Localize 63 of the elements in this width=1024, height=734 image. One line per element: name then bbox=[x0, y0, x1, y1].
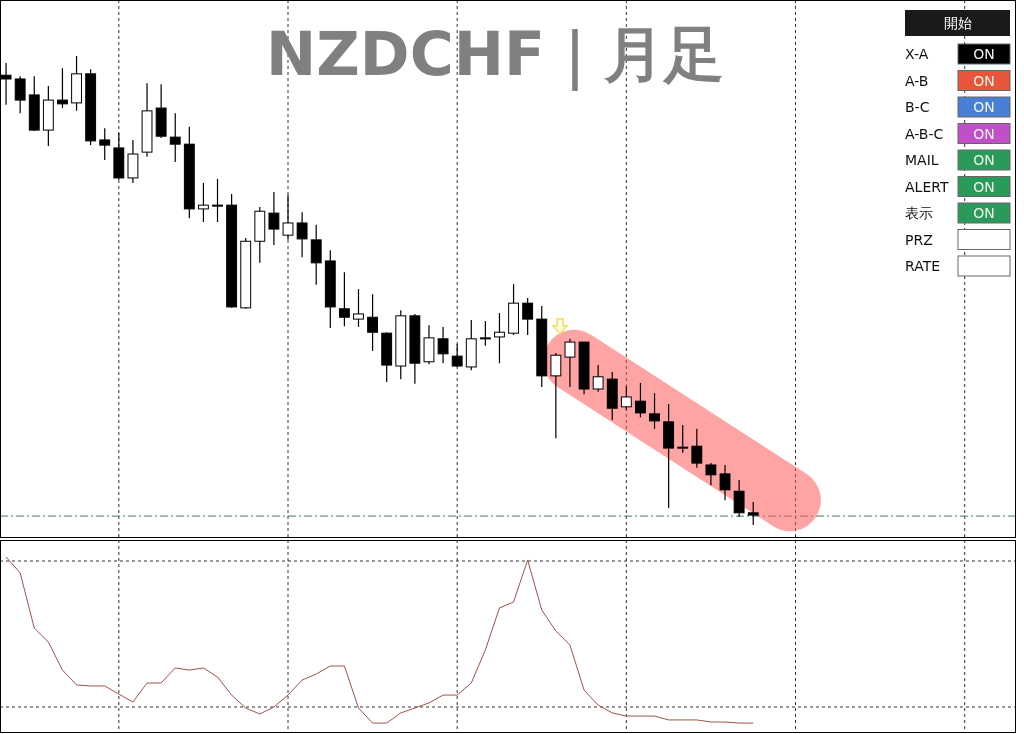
text: ON bbox=[973, 125, 995, 142]
candlestick bbox=[296, 211, 308, 258]
category-label: A-B-C bbox=[905, 125, 944, 142]
candlestick bbox=[57, 67, 68, 109]
candlestick bbox=[522, 297, 534, 336]
category-label: B-C bbox=[905, 99, 930, 115]
candlestick bbox=[409, 313, 421, 385]
candlestick bbox=[324, 249, 336, 329]
text: ON bbox=[973, 99, 995, 115]
text: ON bbox=[973, 178, 995, 195]
candlestick bbox=[691, 428, 703, 469]
candlestick bbox=[42, 85, 54, 147]
category-label: RATE bbox=[905, 258, 941, 274]
candlestick bbox=[606, 371, 618, 421]
candlestick bbox=[212, 178, 223, 223]
category-label: X-A bbox=[905, 46, 929, 62]
candlestick bbox=[268, 191, 280, 246]
candlestick bbox=[719, 464, 731, 501]
category-label: PRZ bbox=[905, 231, 933, 248]
category-label: 表示 bbox=[905, 205, 933, 221]
candlestick bbox=[169, 112, 181, 163]
candlestick bbox=[494, 312, 505, 364]
candlestick bbox=[338, 271, 350, 327]
candlestick bbox=[197, 182, 209, 223]
candlestick bbox=[28, 75, 40, 131]
text: ON bbox=[973, 152, 995, 168]
candlestick bbox=[282, 194, 294, 241]
candlestick bbox=[550, 352, 562, 439]
candlestick bbox=[141, 82, 153, 158]
candlestick bbox=[479, 320, 491, 347]
text: ON bbox=[973, 205, 995, 221]
text: ON bbox=[973, 46, 995, 62]
candlestick bbox=[254, 206, 266, 264]
candlestick bbox=[155, 83, 167, 139]
candlestick bbox=[353, 288, 364, 328]
candlestick bbox=[733, 479, 745, 518]
candlestick bbox=[465, 319, 477, 371]
candlestick bbox=[127, 139, 139, 184]
candlestick bbox=[677, 424, 689, 454]
candlestick bbox=[663, 403, 675, 509]
candlestick bbox=[99, 127, 111, 161]
candlestick bbox=[395, 309, 407, 380]
chart-title: NZDCHF｜月足 bbox=[266, 19, 724, 91]
candlestick bbox=[310, 224, 322, 286]
candlestick bbox=[578, 341, 590, 395]
candlestick bbox=[183, 126, 195, 219]
category-label: A-B bbox=[905, 72, 929, 89]
candlestick bbox=[705, 462, 717, 486]
candlestick bbox=[437, 326, 449, 364]
candlestick bbox=[536, 305, 548, 388]
candlestick bbox=[592, 364, 604, 393]
candlestick bbox=[564, 338, 576, 388]
candlestick bbox=[423, 324, 435, 365]
candlestick bbox=[508, 283, 519, 336]
candlestick bbox=[71, 55, 82, 112]
candlestick bbox=[649, 392, 660, 430]
candlestick bbox=[747, 501, 759, 526]
category-label: ALERT bbox=[905, 178, 949, 195]
text: 開始 bbox=[943, 15, 972, 31]
candlestick bbox=[367, 293, 379, 352]
text: ON bbox=[973, 72, 995, 89]
candlestick bbox=[635, 382, 646, 418]
category-label: MAIL bbox=[905, 152, 939, 168]
